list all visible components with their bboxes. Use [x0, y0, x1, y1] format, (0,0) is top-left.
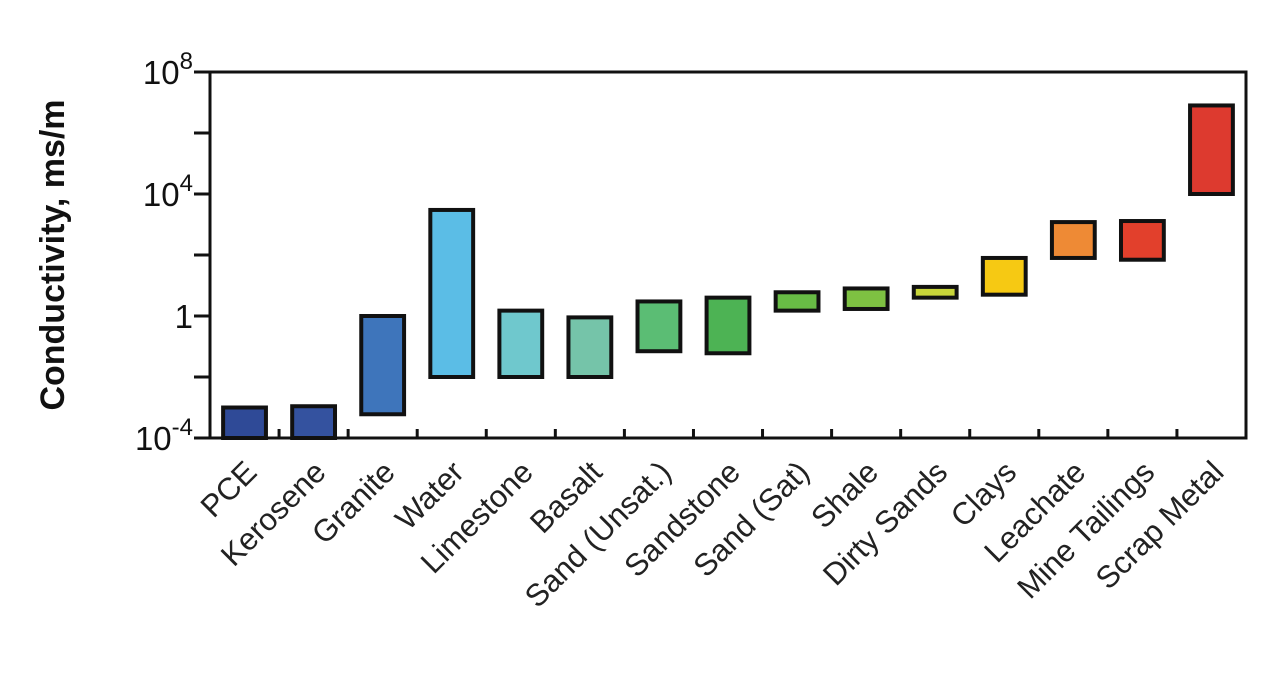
x-axis-category-labels: PCEKeroseneGraniteWaterLimestoneBasaltSa… [194, 454, 1231, 614]
range-bar-11 [911, 284, 959, 300]
range-bar-12 [980, 255, 1028, 297]
range-bar-2 [290, 404, 338, 440]
y-axis-tick-labels: 108 104 1 10-4 [135, 48, 193, 457]
range-bar-14 [1118, 219, 1166, 262]
range-bar-4 [428, 207, 476, 379]
y-tick-label: 10-4 [135, 414, 193, 457]
range-bar-1 [221, 405, 268, 440]
range-bar-15 [1188, 103, 1235, 196]
y-tick-label: 1 [175, 298, 193, 335]
y-tick-label: 104 [143, 170, 193, 213]
range-bar-10 [842, 286, 890, 311]
range-bar-3 [359, 314, 407, 417]
y-axis-label: Conductivity, ms/m [34, 99, 72, 410]
range-bar-7 [635, 299, 683, 354]
range-bars [221, 103, 1235, 440]
range-bar-5 [497, 308, 545, 379]
range-bar-9 [773, 290, 821, 313]
range-bar-8 [704, 295, 752, 356]
range-bar-6 [566, 315, 614, 379]
y-tick-label: 108 [143, 48, 193, 91]
y-axis-ticks [194, 70, 210, 440]
range-bar-13 [1049, 220, 1097, 260]
x-axis-ticks [277, 429, 1179, 438]
